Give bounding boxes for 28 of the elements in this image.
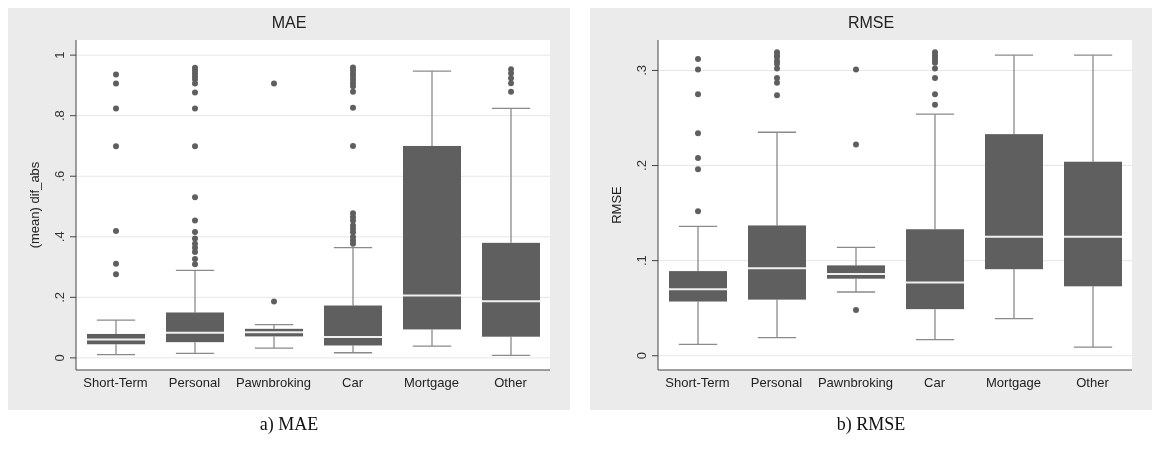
text: b) RMSE bbox=[835, 414, 907, 435]
x-tick-label: Short-Term bbox=[665, 375, 730, 391]
y-axis-title: (mean) dif_abs bbox=[26, 161, 42, 249]
x-tick-label: Car bbox=[924, 375, 946, 391]
y-tick-label: .8 bbox=[52, 110, 67, 122]
text: a) MAE bbox=[258, 414, 320, 435]
x-tick-label: Personal bbox=[750, 375, 803, 391]
chart-title: MAE bbox=[270, 14, 308, 33]
y-tick-label: .6 bbox=[52, 170, 67, 182]
x-tick-label: Pawnbroking bbox=[235, 375, 312, 391]
y-tick-label: 0 bbox=[634, 352, 649, 360]
x-tick-label: Mortgage bbox=[404, 375, 459, 391]
y-tick-label: .2 bbox=[52, 291, 67, 303]
y-axis-title: RMSE bbox=[608, 185, 624, 224]
x-tick-label: Mortgage bbox=[986, 375, 1041, 391]
x-tick-label: Short-Term bbox=[83, 375, 148, 391]
x-tick-label: Other bbox=[1076, 375, 1110, 391]
y-tick-label: .1 bbox=[634, 255, 649, 267]
y-tick-label: 1 bbox=[52, 51, 67, 59]
chart-title: RMSE bbox=[846, 14, 896, 33]
y-tick-label: .3 bbox=[634, 65, 649, 76]
y-tick-label: .2 bbox=[634, 160, 649, 171]
y-tick-label: 0 bbox=[52, 354, 67, 362]
x-tick-label: Car bbox=[342, 375, 364, 391]
x-tick-label: Other bbox=[494, 375, 528, 391]
x-tick-label: Personal bbox=[168, 375, 221, 391]
x-tick-label: Pawnbroking bbox=[817, 375, 894, 391]
y-tick-label: .4 bbox=[52, 231, 67, 243]
